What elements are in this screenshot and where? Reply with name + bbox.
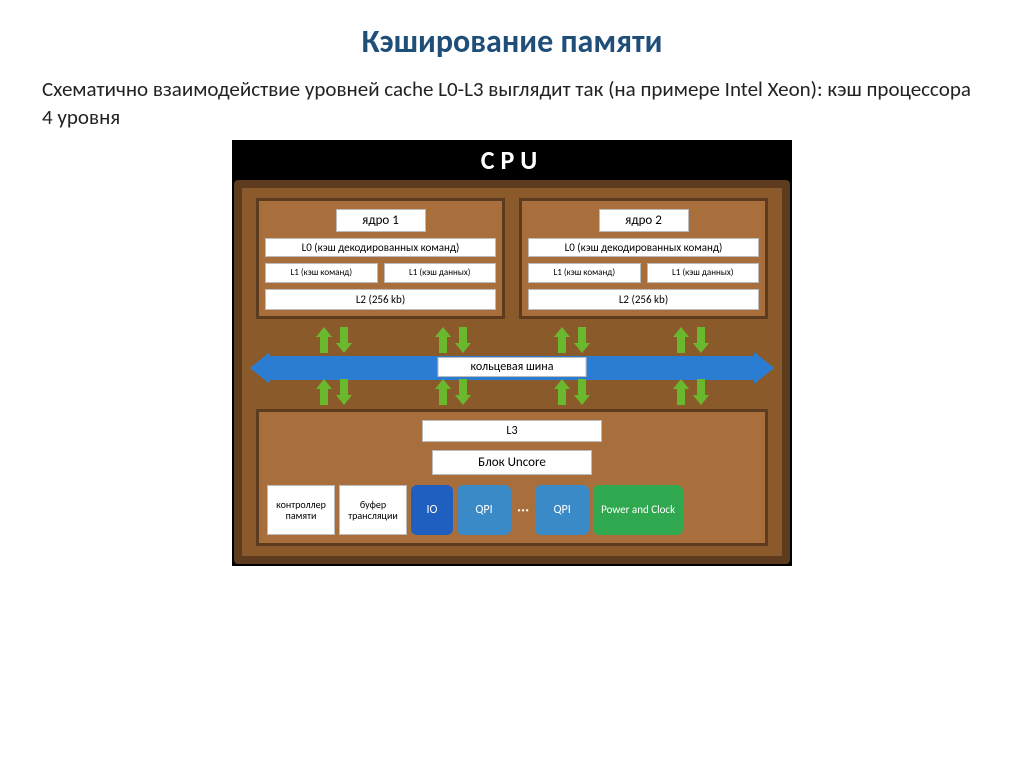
arrow-down-icon: [456, 327, 470, 353]
arrow-down-icon: [575, 327, 589, 353]
ring-bus-area: кольцевая шина: [256, 327, 768, 405]
core-2-l1-inst: L1 (кэш команд): [528, 263, 641, 284]
core-2-l1-row: L1 (кэш команд) L1 (кэш данных): [528, 263, 759, 284]
l3-cache: L3: [422, 420, 602, 442]
arrow-down-icon: [337, 327, 351, 353]
core-1-label: ядро 1: [336, 209, 426, 232]
qpi-chip-1: QPI: [457, 485, 511, 535]
arrow-down-icon: [694, 379, 708, 405]
uncore-row: контроллер памяти буфер трансляции IO QP…: [267, 485, 757, 535]
cpu-box: ядро 1 L0 (кэш декодированных команд) L1…: [234, 180, 790, 565]
arrow-down-icon: [337, 379, 351, 405]
cpu-outer: CPU ядро 1 L0 (кэш декодированных команд…: [232, 140, 792, 567]
core-2: ядро 2 L0 (кэш декодированных команд) L1…: [519, 198, 768, 320]
qpi-chip-2: QPI: [535, 485, 589, 535]
core-1-l1-inst: L1 (кэш команд): [265, 263, 378, 284]
uncore-block: L3 Блок Uncore контроллер памяти буфер т…: [256, 409, 768, 546]
core-2-l1-data: L1 (кэш данных): [647, 263, 760, 284]
arrow-up-icon: [674, 379, 688, 405]
translation-buffer: буфер трансляции: [339, 485, 407, 535]
arrow-up-icon: [317, 327, 331, 353]
core-2-l0: L0 (кэш декодированных команд): [528, 238, 759, 257]
ring-bus-label: кольцевая шина: [438, 357, 587, 377]
ellipsis-icon: ···: [515, 485, 531, 535]
arrow-down-icon: [694, 327, 708, 353]
core-1-l0: L0 (кэш декодированных команд): [265, 238, 496, 257]
page-title: Кэширование памяти: [0, 0, 1024, 75]
arrows-bottom: [256, 379, 768, 405]
core-2-label: ядро 2: [599, 209, 689, 232]
arrow-down-icon: [456, 379, 470, 405]
power-clock-chip: Power and Clock: [593, 485, 683, 535]
diagram-container: CPU ядро 1 L0 (кэш декодированных команд…: [0, 140, 1024, 567]
io-chip: IO: [411, 485, 453, 535]
description-text: Схематично взаимодействие уровней cache …: [0, 75, 1024, 140]
core-1-l2: L2 (256 kb): [265, 289, 496, 310]
uncore-label: Блок Uncore: [432, 450, 592, 475]
cores-row: ядро 1 L0 (кэш декодированных команд) L1…: [256, 198, 768, 320]
arrow-up-icon: [555, 327, 569, 353]
core-1-l1-row: L1 (кэш команд) L1 (кэш данных): [265, 263, 496, 284]
arrow-up-icon: [674, 327, 688, 353]
arrow-up-icon: [555, 379, 569, 405]
arrows-top: [256, 327, 768, 353]
arrow-up-icon: [436, 327, 450, 353]
memory-controller: контроллер памяти: [267, 485, 335, 535]
core-1-l1-data: L1 (кэш данных): [384, 263, 497, 284]
core-2-l2: L2 (256 kb): [528, 289, 759, 310]
cpu-label: CPU: [234, 142, 790, 180]
core-1: ядро 1 L0 (кэш декодированных команд) L1…: [256, 198, 505, 320]
arrow-down-icon: [575, 379, 589, 405]
arrow-up-icon: [317, 379, 331, 405]
arrow-up-icon: [436, 379, 450, 405]
